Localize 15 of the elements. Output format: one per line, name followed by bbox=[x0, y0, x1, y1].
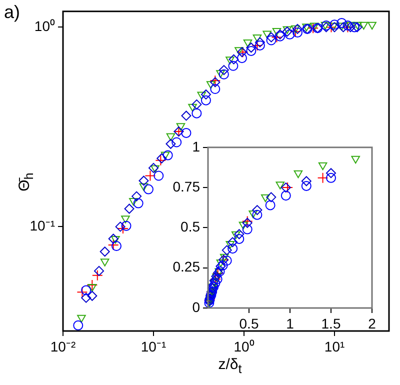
x-axis-title: z/δ$_{t}$ bbox=[217, 356, 243, 376]
y-tick-label: 1 bbox=[192, 138, 200, 154]
x-tick-label: 2 bbox=[368, 315, 376, 332]
x-tick-label: 10⁰ bbox=[234, 338, 254, 354]
y-tick-label: 0.25 bbox=[172, 258, 200, 275]
x-tick-label: 0.5 bbox=[239, 315, 259, 332]
x-tick-label: 1 bbox=[286, 315, 294, 332]
text: a) bbox=[4, 2, 20, 23]
x-tick-label: 10¹ bbox=[324, 338, 345, 354]
y-tick-label: 0 bbox=[192, 298, 200, 315]
x-tick-label: 10⁻² bbox=[50, 338, 76, 354]
x-tick-label: 1.5 bbox=[321, 315, 341, 332]
x-tick-label: 10⁻¹ bbox=[140, 338, 166, 354]
y-tick-label: 0.75 bbox=[172, 178, 200, 194]
y-tick-label: 0.5 bbox=[180, 218, 200, 235]
